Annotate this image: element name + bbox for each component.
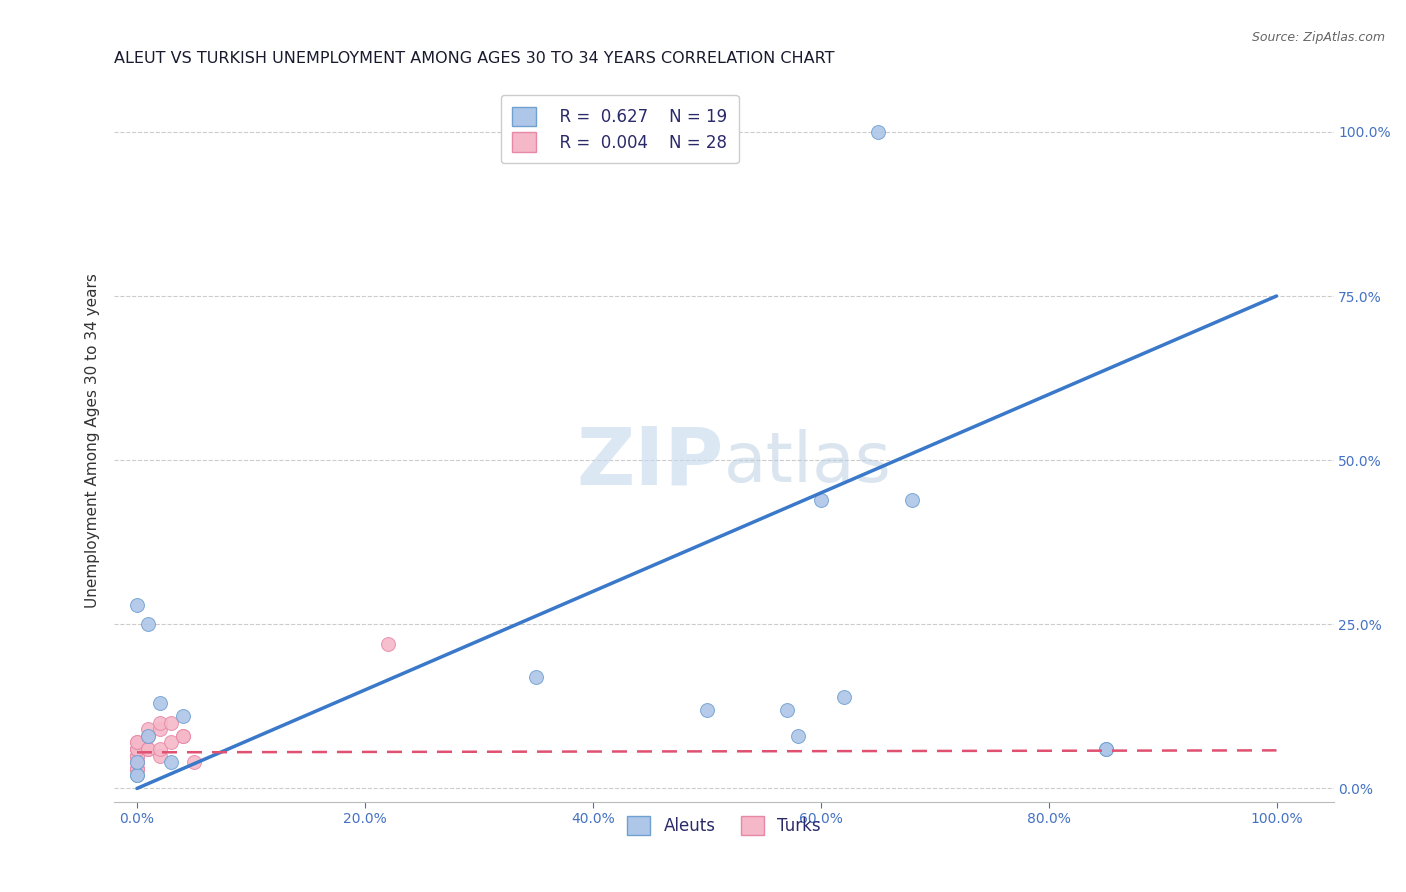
Point	[125, 748, 148, 763]
Point	[125, 735, 148, 749]
Point	[138, 617, 160, 632]
Point	[138, 742, 160, 756]
Legend: Aleuts, Turks: Aleuts, Turks	[619, 808, 830, 844]
Text: ZIP: ZIP	[576, 423, 724, 501]
Point	[377, 637, 399, 651]
Point	[125, 748, 148, 763]
Point	[125, 755, 148, 769]
Point	[1094, 742, 1116, 756]
Point	[138, 723, 160, 737]
Point	[149, 742, 172, 756]
Point	[1094, 742, 1116, 756]
Point	[183, 755, 205, 769]
Point	[125, 755, 148, 769]
Point	[125, 762, 148, 776]
Point	[149, 723, 172, 737]
Point	[901, 492, 924, 507]
Point	[787, 729, 810, 743]
Point	[138, 729, 160, 743]
Point	[125, 742, 148, 756]
Point	[866, 125, 889, 139]
Text: ALEUT VS TURKISH UNEMPLOYMENT AMONG AGES 30 TO 34 YEARS CORRELATION CHART: ALEUT VS TURKISH UNEMPLOYMENT AMONG AGES…	[114, 51, 835, 66]
Point	[125, 768, 148, 782]
Y-axis label: Unemployment Among Ages 30 to 34 years: Unemployment Among Ages 30 to 34 years	[86, 273, 100, 608]
Point	[125, 762, 148, 776]
Point	[125, 762, 148, 776]
Point	[172, 729, 194, 743]
Point	[125, 598, 148, 612]
Point	[172, 729, 194, 743]
Point	[125, 735, 148, 749]
Point	[775, 703, 797, 717]
Point	[524, 670, 547, 684]
Point	[125, 762, 148, 776]
Point	[125, 742, 148, 756]
Point	[160, 715, 183, 730]
Text: atlas: atlas	[724, 429, 891, 496]
Point	[138, 742, 160, 756]
Point	[125, 748, 148, 763]
Point	[125, 755, 148, 769]
Point	[810, 492, 832, 507]
Point	[125, 768, 148, 782]
Point	[160, 735, 183, 749]
Point	[696, 703, 718, 717]
Point	[832, 690, 855, 704]
Text: Source: ZipAtlas.com: Source: ZipAtlas.com	[1251, 31, 1385, 45]
Point	[160, 755, 183, 769]
Point	[138, 729, 160, 743]
Point	[125, 742, 148, 756]
Point	[149, 696, 172, 710]
Point	[149, 748, 172, 763]
Point	[172, 709, 194, 723]
Point	[149, 715, 172, 730]
